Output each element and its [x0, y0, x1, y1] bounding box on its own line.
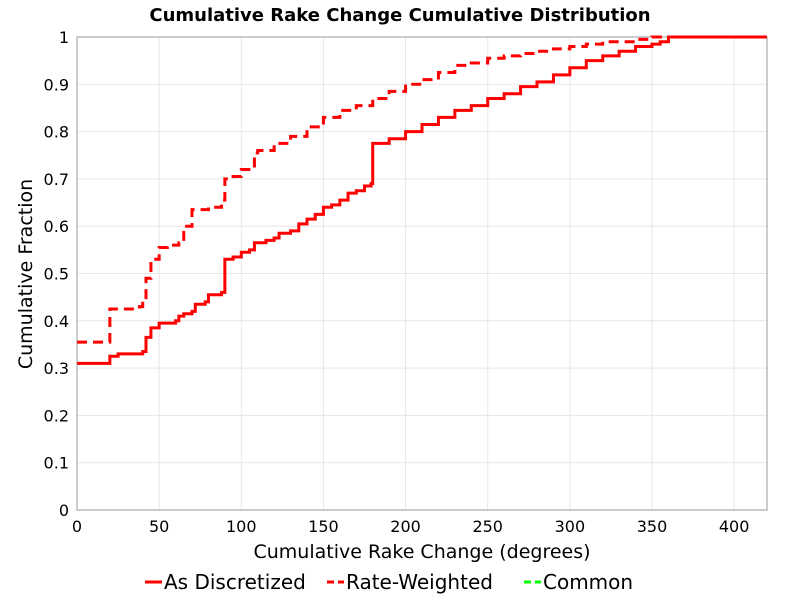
y-axis-ticks: 0 0.1 0.2 0.3 0.4 0.5 0.6 0.7 0.8 0.9 1: [44, 28, 69, 520]
y-tick-label: 0.2: [44, 406, 69, 425]
legend-label: Common: [543, 570, 633, 594]
y-tick-label: 0: [59, 501, 69, 520]
x-tick-label: 300: [555, 517, 586, 536]
y-tick-label: 0.6: [44, 217, 69, 236]
x-tick-label: 50: [149, 517, 169, 536]
y-tick-label: 0.9: [44, 75, 69, 94]
x-tick-label: 400: [719, 517, 750, 536]
y-tick-label: 0.5: [44, 265, 69, 284]
series-layer: [77, 35, 767, 365]
series-line-as-discretized: [77, 35, 767, 365]
chart-title: Cumulative Rake Change Cumulative Distri…: [149, 5, 650, 26]
plot-area: [76, 36, 768, 511]
series-line-rate-weighted: [77, 35, 767, 344]
x-axis-ticks: 0 50 100 150 200 250 300 350 400: [72, 517, 750, 536]
y-tick-label: 0.4: [44, 312, 69, 331]
grid-lines: [76, 36, 767, 511]
y-tick-label: 0.7: [44, 170, 69, 189]
legend: As Discretized Rate-Weighted Common: [145, 570, 633, 594]
y-axis-label: Cumulative Fraction: [15, 179, 37, 369]
y-tick-label: 0.1: [44, 454, 69, 473]
y-tick-label: 0.3: [44, 359, 69, 378]
legend-label: Rate-Weighted: [346, 570, 493, 594]
x-axis-label: Cumulative Rake Change (degrees): [253, 541, 590, 563]
y-tick-label: 1: [59, 28, 69, 47]
x-tick-label: 250: [472, 517, 503, 536]
x-tick-label: 350: [637, 517, 668, 536]
x-tick-label: 150: [308, 517, 339, 536]
x-tick-label: 200: [390, 517, 421, 536]
x-tick-label: 100: [226, 517, 257, 536]
y-tick-label: 0.8: [44, 123, 69, 142]
legend-label: As Discretized: [164, 570, 306, 594]
x-tick-label: 0: [72, 517, 82, 536]
